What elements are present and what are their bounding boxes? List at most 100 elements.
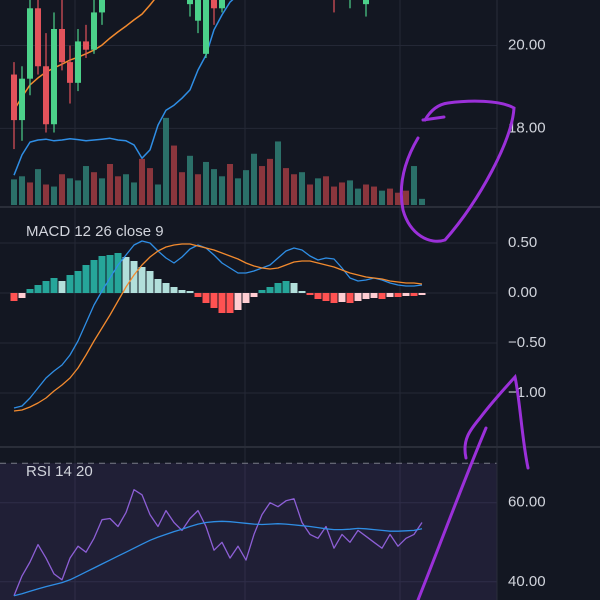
- candle-body: [195, 0, 201, 21]
- volume-bar: [291, 174, 297, 205]
- drawn-stroke: [416, 426, 488, 600]
- volume-bar: [355, 188, 361, 205]
- macd-line: [13, 240, 423, 409]
- volume-bar: [387, 188, 393, 205]
- pane: [0, 462, 497, 600]
- candle-body: [187, 0, 193, 5]
- volume-bar: [99, 178, 105, 205]
- candle-body: [211, 0, 217, 9]
- histogram-bar: [26, 289, 34, 293]
- histogram-bar: [82, 265, 90, 293]
- histogram-bar: [106, 255, 114, 293]
- histogram-bar: [146, 271, 154, 293]
- histogram-bar: [194, 293, 202, 297]
- volume-bar: [147, 168, 153, 205]
- volume-bar: [323, 176, 329, 205]
- histogram-bar: [50, 278, 58, 293]
- candle-body: [43, 66, 49, 125]
- volume-bar: [211, 169, 217, 205]
- volume-bar: [243, 170, 249, 205]
- histogram-bar: [370, 293, 378, 298]
- volume-bar: [203, 161, 209, 205]
- volume-bar: [395, 192, 401, 205]
- histogram-bar: [298, 291, 306, 293]
- plot-layer: [0, 0, 497, 600]
- histogram-bar: [202, 293, 210, 303]
- volume-bar: [235, 178, 241, 205]
- volume-bar: [267, 158, 273, 205]
- rsi-line: [13, 489, 423, 596]
- volume-bar: [27, 182, 33, 205]
- y-tick-label: −1.00: [508, 384, 546, 401]
- volume-bar: [83, 166, 89, 205]
- y-tick-label: 18.00: [508, 119, 546, 136]
- volume-bar: [331, 186, 337, 205]
- volume-bar: [251, 153, 257, 205]
- volume-bar: [115, 176, 121, 205]
- histogram-bar: [178, 290, 186, 293]
- y-tick-label: −0.50: [508, 334, 546, 351]
- histogram-bar: [130, 261, 138, 293]
- histogram-bar: [114, 253, 122, 293]
- histogram-bar: [274, 283, 282, 293]
- histogram-bar: [346, 293, 354, 303]
- candle-body: [59, 28, 65, 63]
- volume-bar: [283, 168, 289, 205]
- volume-bar: [411, 166, 417, 205]
- drawn-stroke: [421, 115, 446, 122]
- volume-bar: [195, 174, 201, 205]
- candle-body: [203, 0, 209, 54]
- candle-body: [11, 74, 17, 121]
- volume-bar: [19, 176, 25, 205]
- candle-body: [19, 78, 25, 121]
- histogram-bar: [290, 283, 298, 293]
- volume-bar: [155, 184, 161, 205]
- histogram-bar: [234, 293, 242, 310]
- candle-body: [91, 12, 97, 50]
- volume-bar: [339, 182, 345, 205]
- histogram-bar: [402, 293, 410, 296]
- y-tick-label: 40.00: [508, 573, 546, 590]
- volume-bar: [75, 180, 81, 205]
- candle-body: [363, 0, 369, 5]
- volume-bar: [139, 158, 145, 205]
- volume-bar: [179, 172, 185, 205]
- histogram-bar: [154, 279, 162, 293]
- drawn-loop: [399, 99, 516, 243]
- histogram-bar: [250, 293, 258, 297]
- histogram-bar: [218, 293, 226, 313]
- pane: [0, 0, 497, 205]
- volume-bar: [131, 182, 137, 205]
- histogram-bar: [314, 293, 322, 299]
- volume-bar: [163, 117, 169, 205]
- histogram-bar: [58, 281, 66, 293]
- histogram-bar: [138, 267, 146, 293]
- candle-body: [83, 41, 89, 50]
- moving-average-line: [13, 0, 234, 176]
- histogram-bar: [42, 281, 50, 293]
- rsi-band: [0, 463, 497, 600]
- volume-bar: [91, 172, 97, 205]
- histogram-bar: [322, 293, 330, 301]
- histogram-bar: [394, 293, 402, 297]
- candle-body: [99, 0, 105, 13]
- candle-body: [219, 0, 225, 9]
- handwritten-marks: [399, 99, 530, 600]
- histogram-bar: [330, 293, 338, 303]
- histogram-bar: [18, 293, 26, 298]
- histogram-bar: [282, 281, 290, 293]
- histogram-bar: [362, 293, 370, 299]
- candle-body: [51, 28, 57, 125]
- volume-bar: [259, 166, 265, 205]
- histogram-bar: [162, 283, 170, 293]
- volume-bar: [307, 184, 313, 205]
- histogram-bar: [98, 256, 106, 293]
- pane-title: RSI 14 20: [26, 463, 93, 480]
- volume-bar: [123, 174, 129, 205]
- volume-bar: [67, 178, 73, 205]
- histogram-bar: [122, 257, 130, 293]
- y-tick-label: 0.50: [508, 234, 537, 251]
- histogram-bar: [210, 293, 218, 308]
- volume-bar: [107, 164, 113, 205]
